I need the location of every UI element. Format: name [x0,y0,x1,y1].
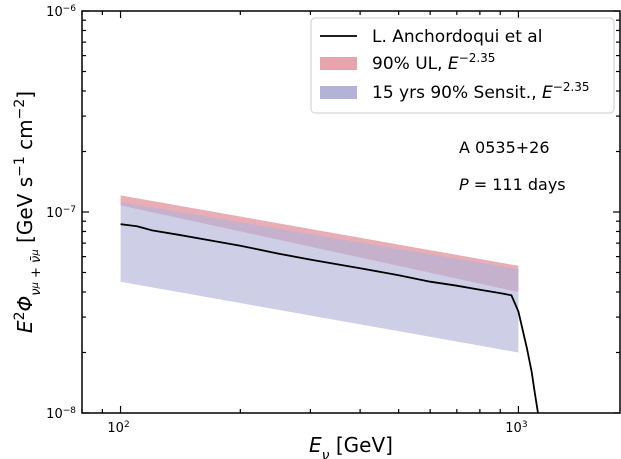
legend-label-ul-text: 90% UL, [372,54,448,74]
source-annotation: A 0535+26 [459,138,550,157]
legend-box [310,17,615,114]
ticks-layer [81,10,620,414]
band-2 [120,202,519,353]
y-tick-label-2: 10−6 [46,4,76,20]
series-line-0 [120,223,539,414]
legend-swatch-sensitivity [320,86,357,99]
x-tick-label-0: 102 [107,420,129,436]
legend-label-ul: 90% UL, E−2.35 [372,51,495,74]
legend-label-sensitivity-exp: −2.35 [553,80,590,94]
x-tick-label-1: 103 [505,420,527,436]
x-axis-label: Eν [GeV] [309,433,393,459]
legend-label-sensitivity-text: 15 yrs 90% Sensit., [372,83,542,103]
period-symbol: P [459,175,469,194]
lines-layer [120,223,539,414]
legend: L. Anchordoqui et al 90% UL, E−2.35 15 y… [310,17,615,114]
y-tick-label-1: 10−7 [46,205,76,221]
legend-label-anchordoqui: L. Anchordoqui et al [372,27,542,47]
period-value: = 111 days [469,175,566,194]
y-axis-label: E2Φνμ + ν̄μ [GeV s−1 cm−2] [12,91,44,333]
legend-label-sensitivity: 15 yrs 90% Sensit., E−2.35 [372,80,590,103]
legend-label-ul-exp: −2.35 [459,51,496,65]
tick-labels-layer: 102 103 10−8 10−7 10−6 [46,4,527,436]
y-tick-label-0: 10−8 [46,406,76,422]
period-annotation: P = 111 days [459,175,566,194]
legend-swatch-ul [320,57,357,70]
bands-layer [120,195,519,353]
